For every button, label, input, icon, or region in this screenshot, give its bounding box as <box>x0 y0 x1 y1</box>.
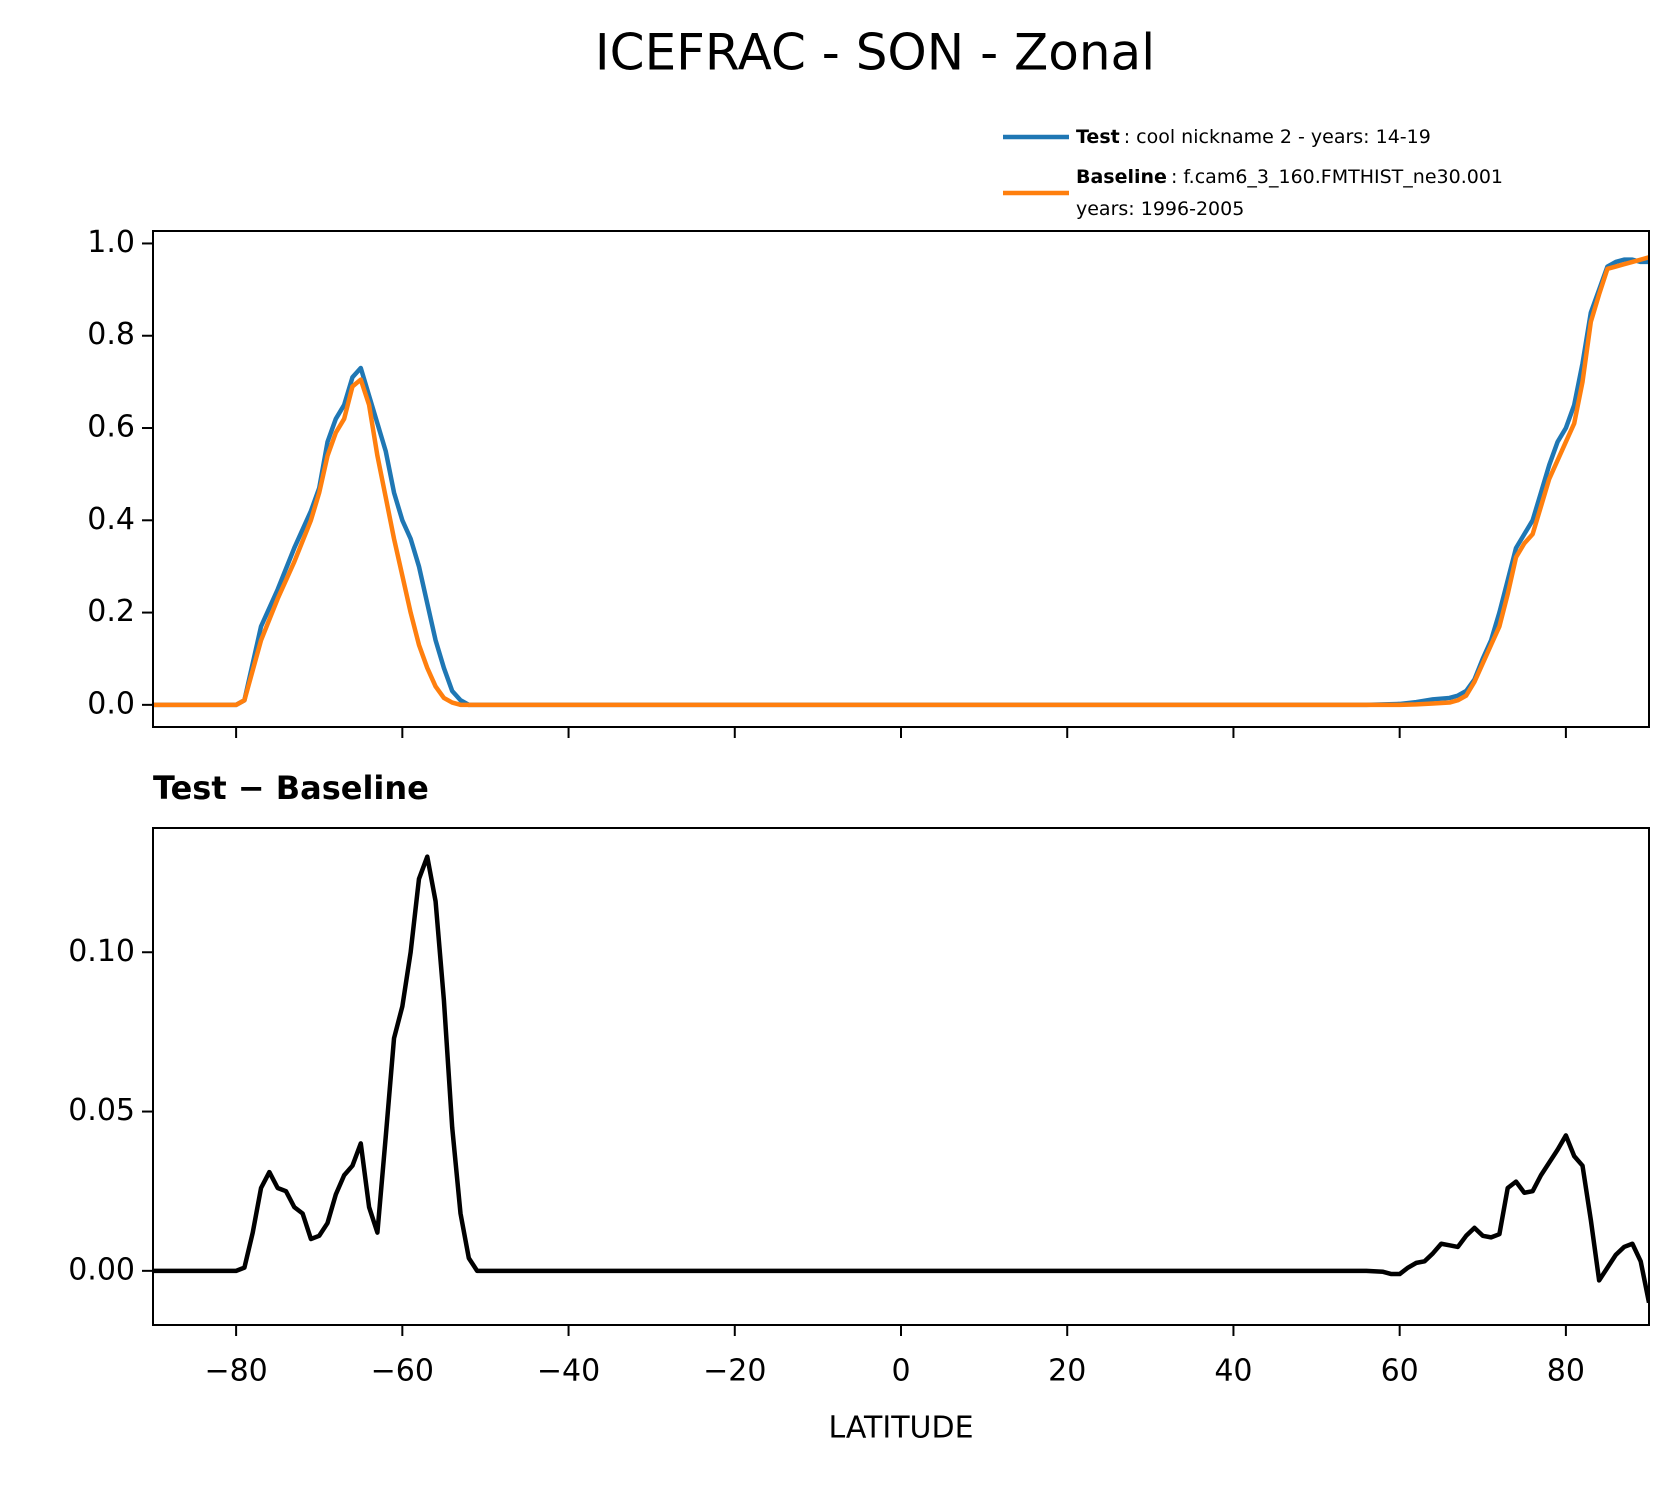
legend-label: years: 1996-2005 <box>1076 198 1244 220</box>
x-tick-label: −20 <box>703 1354 766 1389</box>
y-tick-label: 0.6 <box>87 410 135 445</box>
legend-name: Baseline <box>1076 166 1167 188</box>
figure-title: ICEFRAC - SON - Zonal <box>595 24 1155 82</box>
y-tick-label: 0.10 <box>68 934 135 969</box>
x-tick-label: 0 <box>891 1354 910 1389</box>
y-tick-label: 0.2 <box>87 594 135 629</box>
legend-text: : f.cam6_3_160.FMTHIST_ne30.001 <box>1171 166 1503 188</box>
legend-label: Test: cool nickname 2 - years: 14-19 <box>1076 126 1431 148</box>
x-tick-label: −40 <box>537 1354 600 1389</box>
x-tick-label: −80 <box>204 1354 267 1389</box>
axes-title: Test − Baseline <box>153 769 429 807</box>
y-tick-label: 1.0 <box>87 225 135 260</box>
x-tick-label: 20 <box>1048 1354 1086 1389</box>
legend-text: : cool nickname 2 - years: 14-19 <box>1124 126 1431 148</box>
y-tick-label: 0.0 <box>87 686 135 721</box>
x-tick-label: 40 <box>1214 1354 1252 1389</box>
axes-frame <box>152 827 1650 1326</box>
legend-name: Test <box>1076 126 1120 148</box>
x-axis-label: LATITUDE <box>828 1411 973 1446</box>
series-line <box>153 854 1649 1304</box>
legend-label: Baseline: f.cam6_3_160.FMTHIST_ne30.001 <box>1076 166 1503 188</box>
series-line <box>153 255 1649 708</box>
legend-text: years: 1996-2005 <box>1076 198 1244 220</box>
y-tick-label: 0.00 <box>68 1252 135 1287</box>
y-tick-label: 0.8 <box>87 317 135 352</box>
x-tick-label: −60 <box>371 1354 434 1389</box>
axes-frame <box>152 230 1650 728</box>
y-tick-label: 0.05 <box>68 1093 135 1128</box>
series-line <box>153 257 1649 708</box>
x-tick-label: 60 <box>1381 1354 1419 1389</box>
y-tick-label: 0.4 <box>87 502 135 537</box>
x-tick-label: 80 <box>1547 1354 1585 1389</box>
